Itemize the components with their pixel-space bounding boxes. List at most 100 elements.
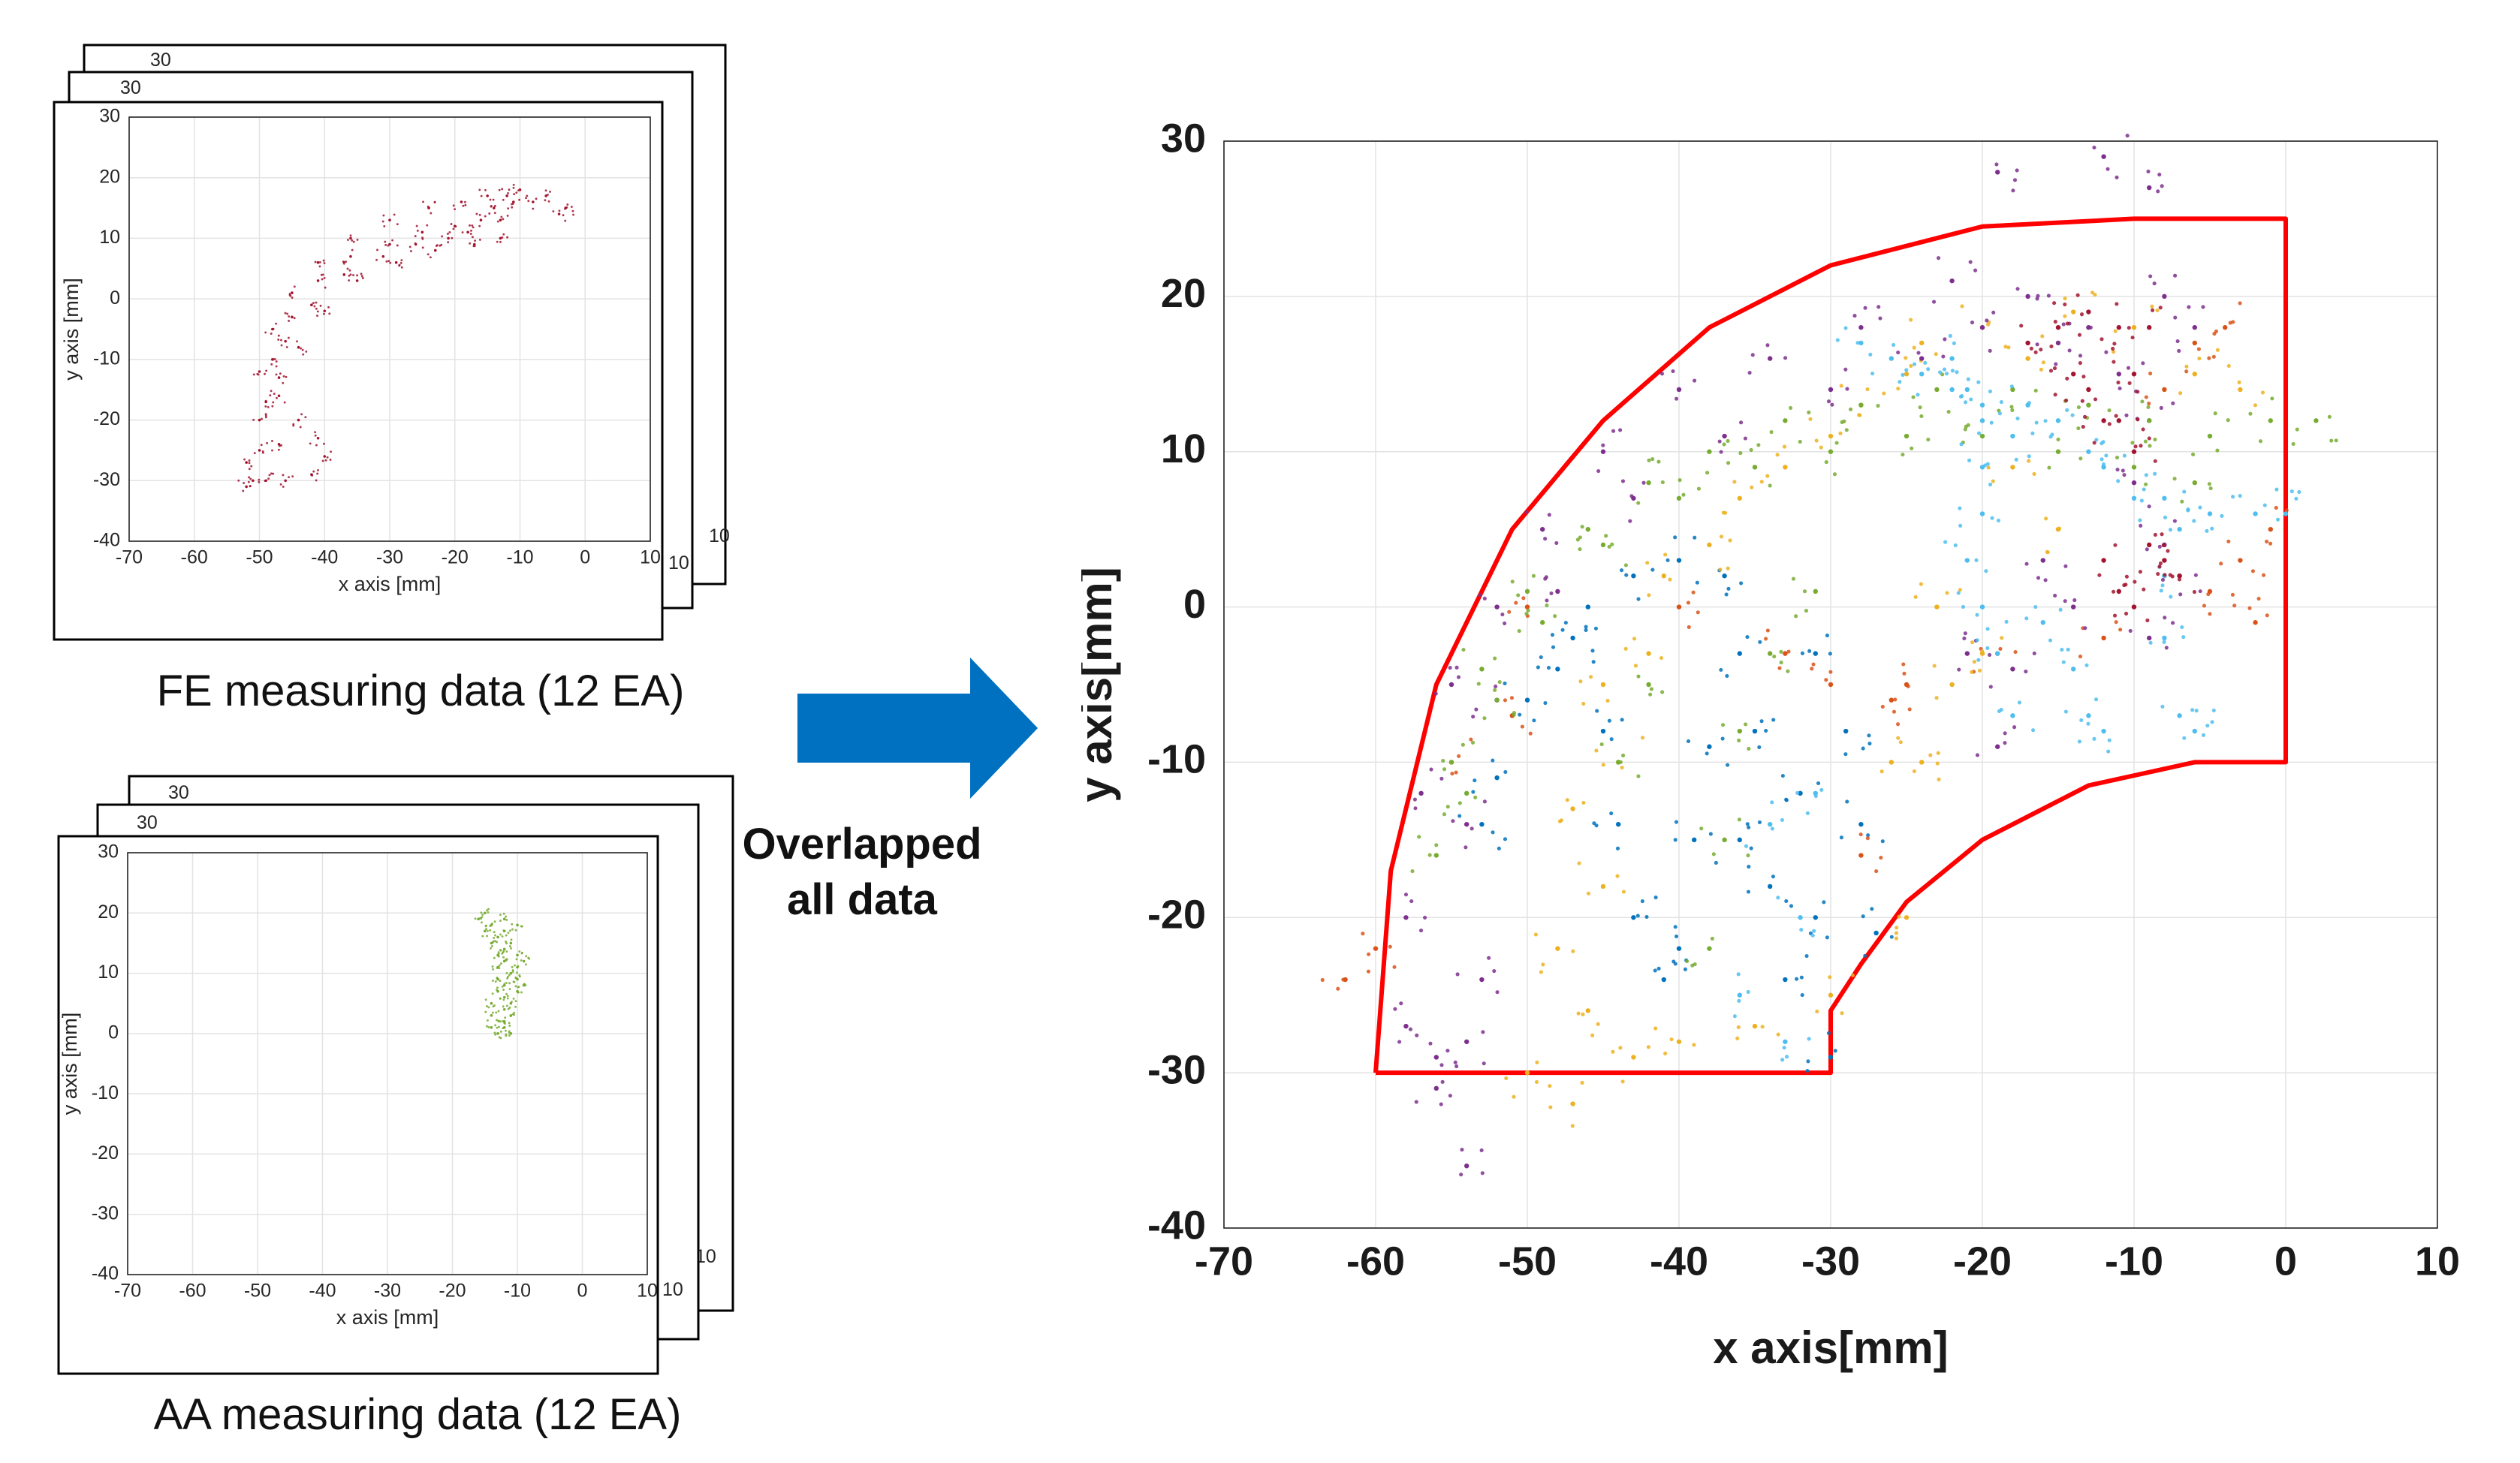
overlap-point	[1888, 760, 1894, 765]
fe-point	[478, 238, 481, 241]
overlap-point	[1641, 480, 1646, 485]
overlap-point	[1825, 935, 1829, 940]
overlap-point	[1909, 318, 1913, 322]
overlap-point	[2157, 544, 2162, 549]
fe-sheet-back-tick: 30	[150, 50, 171, 71]
overlap-point	[1628, 519, 1632, 523]
aa-point	[486, 1019, 489, 1022]
overlap-point	[2160, 532, 2164, 537]
overlap-point	[1629, 494, 1634, 498]
aa-point	[505, 1034, 508, 1037]
overlap-point	[1585, 1008, 1590, 1013]
overlap-point	[2161, 543, 2166, 547]
overlap-point	[1479, 667, 1485, 672]
overlap-point	[1594, 823, 1599, 828]
overlap-point	[1863, 306, 1867, 310]
overlap-point	[2003, 741, 2007, 745]
overlap-point	[2192, 519, 2196, 523]
fe-point	[322, 259, 325, 262]
overlap-series-cyan	[1732, 326, 2301, 1062]
overlap-point	[2086, 387, 2091, 393]
fe-point	[351, 239, 354, 242]
overlap-point	[1756, 443, 1761, 447]
overlap-point	[2076, 426, 2081, 431]
overlap-point	[1760, 1025, 1765, 1029]
overlap-point	[1545, 598, 1549, 603]
overlap-point	[1594, 748, 1599, 753]
overlap-point	[2177, 526, 2182, 532]
aa-point	[495, 1011, 498, 1014]
overlap-point	[1892, 342, 1896, 348]
fe-point	[421, 230, 424, 234]
overlap-point	[1524, 697, 1530, 703]
aa-point	[489, 925, 492, 927]
fe-point	[499, 236, 502, 240]
overlap-point	[1912, 362, 1917, 366]
fe-point	[285, 345, 288, 348]
overlap-point	[1620, 1079, 1625, 1084]
overlap-point	[2065, 408, 2069, 412]
overlap-point	[2268, 541, 2273, 546]
overlap-point	[1906, 684, 1910, 688]
overlap-point	[1863, 953, 1867, 958]
overlap-point	[1585, 526, 1590, 532]
overlap-point	[1768, 483, 1772, 488]
overlap-point	[2118, 386, 2122, 391]
fe-point	[280, 339, 282, 342]
overlap-point	[1799, 975, 1804, 980]
overlap-point	[2033, 604, 2038, 610]
overlap-point	[1928, 753, 1933, 757]
overlap-point	[1415, 1033, 1419, 1037]
fe-point	[309, 442, 312, 445]
fe-point	[441, 235, 444, 238]
overlap-point	[2010, 465, 2015, 470]
aa-point	[498, 967, 501, 970]
overlap-point	[2065, 376, 2069, 381]
fe-point	[269, 394, 272, 397]
overlap-point	[2027, 400, 2031, 405]
overlap-point	[1934, 696, 1939, 700]
fe-point	[356, 274, 359, 277]
fe-point	[275, 373, 278, 376]
overlap-point	[1578, 679, 1583, 684]
fe-point	[355, 279, 359, 282]
overlap-point	[1671, 959, 1676, 964]
overlap-x-tick-label: -70	[1195, 1239, 1253, 1284]
overlap-point	[1539, 970, 1544, 974]
overlap-point	[1433, 1085, 1439, 1091]
overlap-point	[2291, 441, 2295, 447]
overlap-point	[2112, 613, 2118, 618]
overlap-point	[1909, 363, 1913, 369]
fe-point	[430, 212, 433, 215]
aa-point	[496, 986, 499, 989]
fe-point	[272, 358, 275, 361]
overlap-point	[2160, 583, 2165, 588]
overlap-point	[1969, 397, 1973, 402]
overlap-point	[2265, 539, 2269, 544]
fe-point	[471, 224, 474, 227]
overlap-point	[2192, 728, 2197, 734]
overlap-point	[1723, 510, 1728, 515]
fe-point	[461, 231, 464, 233]
fe-point	[564, 206, 568, 209]
overlap-point	[2055, 325, 2061, 330]
overlap-point	[1810, 667, 1814, 671]
overlap-point	[2012, 725, 2017, 730]
aa-point	[511, 923, 514, 926]
overlap-point	[1504, 1076, 1509, 1080]
overlap-point	[1459, 1173, 1463, 1177]
overlap-point	[1843, 728, 1849, 734]
overlap-point	[2157, 172, 2162, 177]
overlap-point	[1494, 775, 1500, 781]
overlap-point	[1545, 603, 1549, 607]
aa-point	[514, 985, 517, 988]
overlap-point	[1439, 776, 1444, 781]
overlap-point	[2314, 418, 2319, 423]
fe-x-tick-label: 0	[580, 547, 590, 568]
overlap-point	[2010, 387, 2015, 393]
fe-point	[489, 198, 492, 201]
overlap-point	[1690, 963, 1695, 968]
fe-point	[287, 336, 290, 339]
overlap-x-tick-label: 0	[2274, 1239, 2297, 1284]
overlap-point	[1535, 1060, 1539, 1064]
